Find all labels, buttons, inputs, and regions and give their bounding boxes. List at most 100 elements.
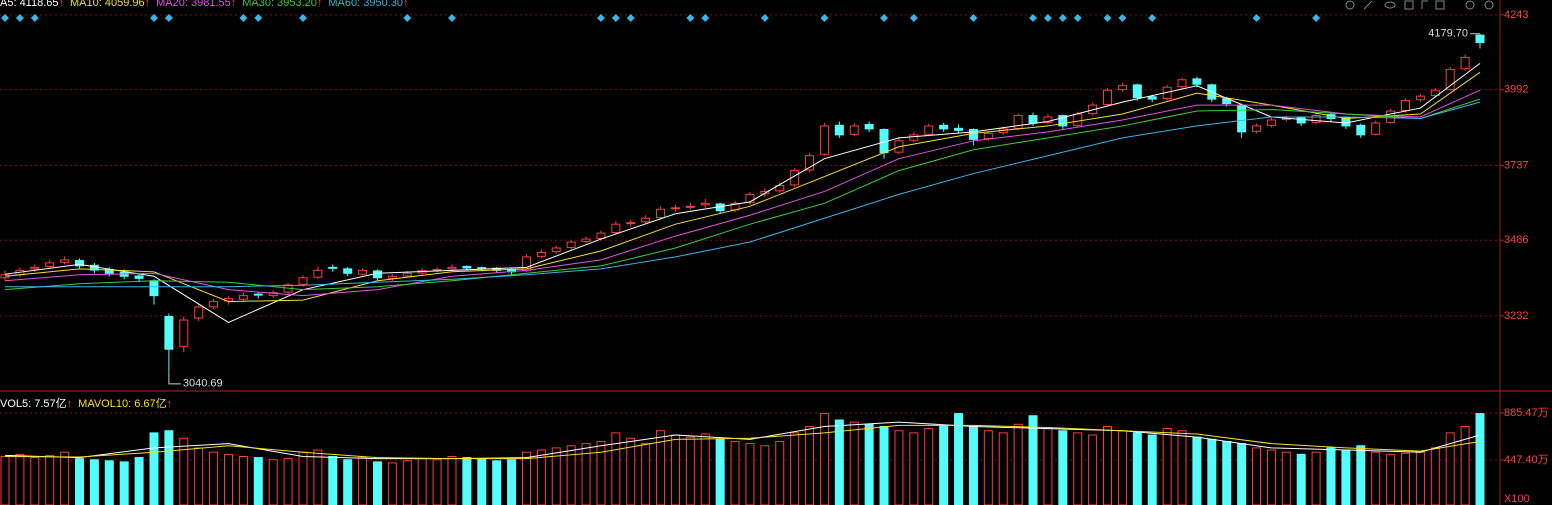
candle-body bbox=[1371, 122, 1381, 135]
volume-bar bbox=[432, 459, 442, 505]
signal-marker bbox=[1118, 14, 1127, 22]
volume-bar bbox=[1326, 447, 1336, 505]
signal-marker bbox=[1312, 14, 1321, 22]
zoom-in-icon[interactable] bbox=[1465, 0, 1475, 10]
volume-bar bbox=[611, 432, 621, 505]
candle-body bbox=[983, 132, 993, 139]
volume-bar bbox=[1415, 451, 1425, 505]
volume-bar bbox=[238, 455, 248, 505]
window-icon[interactable] bbox=[1435, 0, 1445, 10]
signal-marker bbox=[164, 14, 173, 22]
candle-body bbox=[1445, 68, 1455, 91]
volume-bar bbox=[74, 458, 84, 505]
signal-marker bbox=[403, 14, 412, 22]
volume-bar bbox=[1058, 430, 1068, 505]
volume-bar bbox=[954, 413, 964, 505]
volume-bar bbox=[834, 419, 844, 505]
candle-body bbox=[745, 193, 755, 204]
volume-bar bbox=[30, 457, 40, 505]
volume-bar bbox=[894, 430, 904, 505]
zoom-out-icon[interactable] bbox=[1484, 0, 1494, 10]
unit-label: X100 bbox=[1504, 493, 1530, 505]
legend-label: MA20: 3981.55 bbox=[156, 0, 231, 9]
candle-body bbox=[1475, 34, 1485, 44]
volume-legend: VOL5: 7.57亿↑ MAVOL10: 6.67亿↑ bbox=[0, 395, 172, 411]
volume-bar bbox=[1162, 428, 1172, 505]
volume-bar bbox=[790, 432, 800, 505]
toolbar[interactable] bbox=[1345, 0, 1494, 10]
volume-bar bbox=[805, 425, 815, 505]
volume-bar bbox=[700, 433, 710, 505]
candle-body bbox=[864, 123, 874, 130]
signal-marker bbox=[15, 14, 24, 22]
volume-bar bbox=[1252, 447, 1262, 505]
candle-body bbox=[179, 319, 189, 347]
volume-bar bbox=[879, 425, 889, 505]
layout-icon[interactable] bbox=[1404, 0, 1414, 10]
candle-body bbox=[551, 247, 561, 253]
ma-line bbox=[4, 98, 1481, 291]
legend-arrow: ↑ bbox=[66, 398, 73, 410]
candle-body bbox=[1073, 113, 1083, 126]
candle-body bbox=[1415, 95, 1425, 101]
candle-body bbox=[1132, 84, 1142, 99]
draw-icon[interactable] bbox=[1363, 0, 1373, 10]
volume-bar bbox=[343, 459, 353, 505]
candle-body bbox=[1043, 116, 1053, 123]
signal-marker bbox=[1103, 14, 1112, 22]
candle-body bbox=[656, 208, 666, 219]
candle-body bbox=[685, 205, 695, 208]
signal-marker bbox=[626, 14, 635, 22]
volume-bar bbox=[447, 455, 457, 505]
candle-body bbox=[60, 259, 70, 263]
volume-bar bbox=[194, 447, 204, 505]
volume-bar bbox=[1475, 413, 1485, 505]
volume-bar bbox=[745, 443, 755, 505]
candle-body bbox=[402, 272, 412, 277]
candle-body bbox=[328, 266, 338, 269]
volume-bar bbox=[45, 454, 55, 505]
volume-bar bbox=[596, 440, 606, 505]
volume-bar bbox=[1460, 425, 1470, 505]
cursor-icon[interactable] bbox=[1421, 0, 1428, 9]
volume-bar bbox=[209, 451, 219, 505]
volume-bar bbox=[730, 440, 740, 505]
volume-bar bbox=[1028, 415, 1038, 505]
signal-marker bbox=[611, 14, 620, 22]
candle-body bbox=[1177, 79, 1187, 88]
candle-body bbox=[670, 207, 680, 210]
volume-bar bbox=[402, 460, 412, 505]
legend-item: VOL5: 7.57亿↑ bbox=[0, 395, 72, 411]
candle-body bbox=[164, 315, 174, 350]
legend-arrow: ↑ bbox=[144, 0, 151, 9]
volume-bar bbox=[998, 432, 1008, 505]
settings-icon[interactable] bbox=[1345, 0, 1355, 10]
volume-bar bbox=[1430, 447, 1440, 505]
candle-body bbox=[298, 277, 308, 285]
signal-marker bbox=[1058, 14, 1067, 22]
volume-bar bbox=[1311, 451, 1321, 505]
signal-marker bbox=[686, 14, 695, 22]
volume-bar bbox=[104, 460, 114, 505]
legend-label: MA10: 4059.96 bbox=[70, 0, 145, 9]
signal-marker bbox=[1252, 14, 1261, 22]
signal-marker bbox=[447, 14, 456, 22]
candle-body bbox=[954, 127, 964, 131]
eye-icon[interactable] bbox=[1384, 1, 1396, 9]
candle-body bbox=[849, 125, 859, 135]
volume-bar bbox=[551, 447, 561, 505]
candle-body bbox=[1117, 85, 1127, 91]
legend-label: VOL5: 7.57亿 bbox=[0, 398, 67, 410]
volume-bar bbox=[1386, 453, 1396, 505]
candle-body bbox=[1430, 89, 1440, 97]
signal-marker bbox=[1148, 14, 1157, 22]
legend-label: MA30: 3953.20 bbox=[242, 0, 317, 9]
legend-item: MA30: 3953.20↑ bbox=[242, 0, 322, 9]
candle-body bbox=[387, 275, 397, 279]
signal-marker bbox=[254, 14, 263, 22]
volume-bar bbox=[1401, 452, 1411, 505]
volume-bar bbox=[60, 451, 70, 505]
volume-bar bbox=[685, 436, 695, 505]
candle-body bbox=[238, 295, 248, 300]
